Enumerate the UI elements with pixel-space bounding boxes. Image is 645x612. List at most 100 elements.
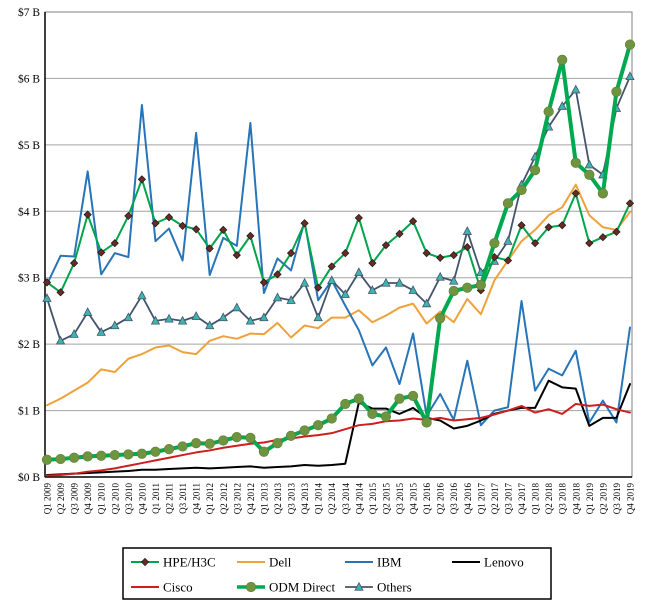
series-marker-odm-direct [272, 438, 283, 449]
series-marker-odm-direct [41, 454, 53, 465]
series-line-hpe-h3c [46, 178, 631, 294]
legend-label-others: Others [377, 580, 412, 595]
x-axis-tick-label: Q3 2016 [449, 483, 459, 515]
series-marker-others [69, 329, 79, 338]
series-marker-others [137, 290, 147, 300]
x-axis-tick-label: Q2 2015 [381, 483, 391, 515]
series-marker-hpe-h3c [436, 253, 445, 262]
series-marker-odm-direct [516, 184, 527, 196]
series-marker-odm-direct [570, 157, 581, 168]
y-axis-tick-label: $4 B [18, 205, 40, 218]
series-marker-hpe-h3c [205, 244, 214, 253]
x-axis-tick-label: Q4 2014 [354, 483, 364, 515]
series-marker-odm-direct [353, 393, 364, 404]
x-axis-tick-label: Q3 2017 [503, 483, 513, 515]
x-axis-tick-label: Q4 2015 [409, 483, 419, 515]
series-marker-hpe-h3c [503, 256, 513, 265]
x-axis-tick-label: Q2 2013 [273, 483, 283, 515]
legend-box [122, 547, 552, 600]
series-marker-hpe-h3c [544, 223, 553, 232]
series-marker-odm-direct [421, 417, 432, 428]
series-marker-hpe-h3c [259, 278, 269, 287]
series-marker-others [557, 101, 567, 110]
series-marker-hpe-h3c [219, 225, 228, 234]
series-marker-hpe-h3c [327, 262, 336, 271]
series-marker-hpe-h3c [517, 221, 526, 230]
series-marker-hpe-h3c [70, 259, 79, 268]
series-marker-odm-direct [597, 188, 608, 199]
series-marker-hpe-h3c [625, 199, 635, 208]
series-marker-hpe-h3c [137, 175, 147, 184]
series-marker-others [449, 275, 459, 285]
legend-marker-hpe-h3c [140, 557, 150, 567]
series-marker-others [83, 307, 93, 316]
series-marker-others [625, 71, 635, 81]
series-marker-hpe-h3c [354, 213, 363, 223]
series-marker-others [110, 320, 120, 330]
x-axis-tick-label: Q1 2019 [585, 483, 595, 515]
series-line-ibm [46, 104, 631, 427]
series-marker-others [462, 226, 472, 235]
plot-border [44, 11, 633, 478]
x-axis-tick-label: Q1 2016 [422, 483, 432, 515]
x-axis-tick-label: Q3 2019 [612, 483, 622, 515]
series-marker-odm-direct [69, 452, 80, 463]
x-axis-tick-label: Q3 2010 [124, 483, 134, 515]
x-axis-tick-label: Q4 2011 [192, 483, 202, 514]
y-axis-tick-label: $2 B [18, 338, 40, 351]
series-marker-hpe-h3c [395, 229, 404, 238]
x-axis-tick-label: Q2 2014 [327, 483, 337, 515]
series-marker-odm-direct [475, 279, 486, 291]
series-marker-hpe-h3c [110, 239, 119, 248]
series-marker-others [259, 312, 269, 322]
series-marker-hpe-h3c [300, 219, 309, 228]
legend-label-cisco: Cisco [163, 580, 193, 595]
series-marker-odm-direct [82, 451, 93, 462]
series-marker-hpe-h3c [286, 249, 296, 258]
series-marker-odm-direct [435, 313, 446, 324]
x-axis-tick-label: Q2 2019 [598, 483, 608, 515]
x-axis-tick-label: Q3 2015 [395, 483, 405, 515]
series-marker-others [42, 293, 52, 302]
series-marker-others [503, 236, 513, 245]
legend-label-hpe-h3c: HPE/H3C [163, 555, 216, 570]
x-axis-tick-label: Q2 2009 [56, 483, 66, 515]
x-axis-tick-label: Q4 2009 [83, 483, 93, 515]
series-marker-odm-direct [245, 432, 256, 443]
x-axis-tick-label: Q4 2017 [517, 483, 527, 515]
series-marker-hpe-h3c [381, 241, 391, 250]
x-axis-tick-label: Q2 2010 [110, 483, 120, 515]
x-axis-tick-label: Q4 2012 [246, 483, 256, 514]
series-marker-odm-direct [313, 420, 324, 431]
series-marker-others [232, 302, 242, 312]
x-axis-tick-label: Q2 2011 [165, 483, 175, 514]
x-axis-tick-label: Q4 2010 [137, 483, 147, 515]
y-axis-tick-label: $3 B [18, 272, 40, 285]
series-marker-hpe-h3c [571, 189, 580, 198]
x-axis-tick-label: Q3 2013 [287, 483, 297, 515]
x-axis-tick-label: Q4 2016 [463, 483, 473, 515]
series-marker-odm-direct [204, 438, 215, 449]
series-marker-others [245, 315, 256, 325]
x-axis-tick-label: Q3 2014 [341, 483, 351, 515]
series-marker-odm-direct [177, 441, 188, 452]
series-marker-odm-direct [55, 453, 66, 465]
x-axis-tick-label: Q4 2018 [571, 483, 581, 515]
x-axis-tick-label: Q2 2017 [490, 483, 500, 515]
x-axis-tick-label: Q3 2018 [558, 483, 568, 515]
series-marker-odm-direct [191, 438, 202, 449]
x-axis-tick-label: Q1 2012 [205, 483, 215, 514]
series-marker-others [191, 311, 201, 320]
series-line-others [46, 75, 631, 342]
series-marker-others [164, 313, 174, 323]
series-marker-odm-direct [231, 432, 242, 443]
y-axis-tick-label: $1 B [18, 405, 40, 418]
series-marker-hpe-h3c [449, 251, 458, 260]
series-marker-hpe-h3c [612, 227, 621, 236]
series-marker-hpe-h3c [422, 249, 431, 258]
series-marker-odm-direct [285, 430, 297, 441]
series-marker-odm-direct [150, 446, 161, 457]
series-marker-others [367, 285, 378, 294]
series-marker-hpe-h3c [598, 233, 607, 242]
